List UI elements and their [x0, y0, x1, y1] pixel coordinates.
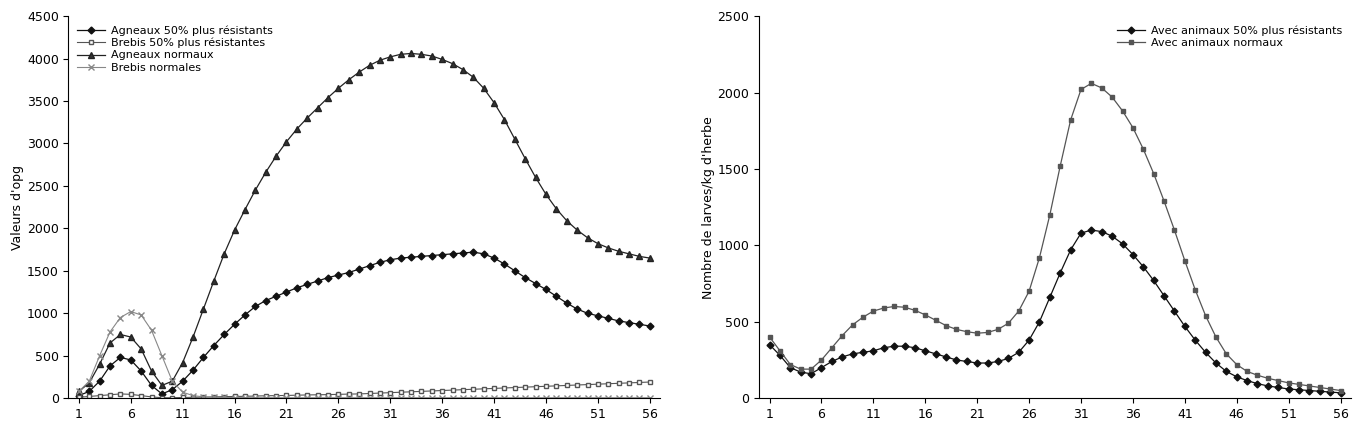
Brebis normales: [247, 395, 263, 400]
Agneaux 50% plus résistants: [392, 255, 409, 260]
Avec animaux normaux: [1332, 388, 1348, 393]
Agneaux normaux: [403, 51, 419, 56]
Avec animaux 50% plus résistants: [968, 360, 985, 365]
Agneaux normaux: [278, 139, 294, 144]
Agneaux normaux: [434, 57, 451, 62]
Agneaux 50% plus résistants: [424, 253, 440, 258]
Brebis 50% plus résistantes: [642, 379, 658, 384]
Avec animaux 50% plus résistants: [1145, 278, 1162, 283]
Brebis normales: [71, 389, 87, 394]
Agneaux normaux: [518, 156, 534, 161]
Brebis normales: [466, 395, 482, 400]
Brebis 50% plus résistantes: [403, 389, 419, 394]
Brebis normales: [444, 395, 460, 400]
Brebis 50% plus résistantes: [71, 395, 87, 400]
Brebis 50% plus résistantes: [434, 388, 451, 393]
Avec animaux normaux: [1208, 334, 1224, 340]
Avec animaux normaux: [1094, 86, 1110, 91]
Avec animaux normaux: [1083, 81, 1099, 86]
Brebis normales: [300, 395, 316, 400]
Avec animaux normaux: [968, 330, 985, 336]
Brebis 50% plus résistantes: [82, 394, 98, 399]
Avec animaux normaux: [761, 334, 778, 340]
Agneaux 50% plus résistants: [82, 389, 98, 394]
Y-axis label: Valeurs d'opg: Valeurs d'opg: [11, 165, 25, 250]
Brebis normales: [642, 395, 658, 400]
Avec animaux 50% plus résistants: [1094, 229, 1110, 234]
Agneaux 50% plus résistants: [71, 393, 87, 398]
Legend: Agneaux 50% plus résistants, Brebis 50% plus résistantes, Agneaux normaux, Brebi: Agneaux 50% plus résistants, Brebis 50% …: [74, 22, 276, 76]
Line: Brebis normales: Brebis normales: [76, 309, 652, 400]
Y-axis label: Nombre de larves/kg d'herbe: Nombre de larves/kg d'herbe: [701, 116, 715, 299]
Agneaux normaux: [392, 52, 409, 57]
Line: Avec animaux 50% plus résistants: Avec animaux 50% plus résistants: [767, 228, 1343, 395]
Agneaux normaux: [82, 380, 98, 385]
Brebis normales: [123, 309, 139, 314]
Agneaux 50% plus résistants: [642, 324, 658, 329]
Avec animaux 50% plus résistants: [1125, 252, 1141, 257]
Line: Avec animaux normaux: Avec animaux normaux: [767, 81, 1343, 393]
Agneaux normaux: [455, 67, 471, 72]
Avec animaux 50% plus résistants: [761, 342, 778, 347]
Line: Brebis 50% plus résistantes: Brebis 50% plus résistantes: [76, 380, 652, 400]
Avec animaux 50% plus résistants: [1083, 228, 1099, 233]
Brebis normales: [527, 395, 543, 400]
Brebis 50% plus résistantes: [455, 387, 471, 392]
Agneaux 50% plus résistants: [278, 289, 294, 295]
Brebis normales: [413, 395, 429, 400]
Brebis 50% plus résistantes: [518, 384, 534, 390]
Brebis 50% plus résistantes: [154, 395, 170, 400]
Brebis normales: [82, 378, 98, 384]
Agneaux 50% plus résistants: [518, 275, 534, 280]
Avec animaux normaux: [1125, 125, 1141, 130]
Legend: Avec animaux 50% plus résistants, Avec animaux normaux: Avec animaux 50% plus résistants, Avec a…: [1114, 22, 1346, 51]
Brebis 50% plus résistantes: [289, 393, 305, 398]
Agneaux 50% plus résistants: [444, 251, 460, 257]
Avec animaux 50% plus résistants: [1208, 360, 1224, 365]
Line: Agneaux normaux: Agneaux normaux: [76, 51, 652, 394]
Avec animaux 50% plus résistants: [772, 353, 789, 358]
Agneaux normaux: [642, 255, 658, 260]
Agneaux 50% plus résistants: [466, 250, 482, 255]
Agneaux normaux: [71, 389, 87, 394]
Avec animaux 50% plus résistants: [1332, 390, 1348, 395]
Line: Agneaux 50% plus résistants: Agneaux 50% plus résistants: [76, 250, 652, 398]
Avec animaux normaux: [772, 348, 789, 353]
Avec animaux normaux: [1145, 171, 1162, 176]
